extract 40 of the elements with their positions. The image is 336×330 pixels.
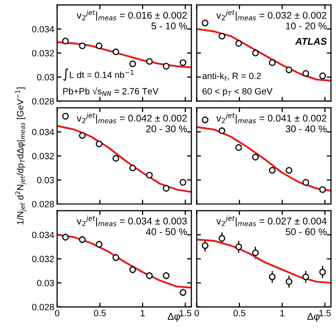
annotation: v$_{2}$$^{jet}$|$_{meas}$ = 0.016 ± 0.002 (76, 10, 187, 21)
y-tick-label: 0.028 (32, 200, 54, 208)
y-tick-label: 0.032 (32, 256, 54, 262)
annotation: ATLAS (295, 38, 327, 45)
y-tick-label: 0.034 (32, 26, 54, 32)
y-tick-label: 0.034 (32, 128, 54, 136)
x-tick-label: 1 (140, 310, 145, 316)
annotation: 40 - 50 % (146, 228, 187, 236)
x-axis-title: Δφ (307, 313, 320, 322)
y-tick-label: 0.034 (32, 232, 54, 238)
annotation: Pb+Pb √s$_{NN}$ = 2.76 TeV (63, 87, 158, 96)
annotation: 50 - 60 % (286, 228, 327, 236)
annotation: v$_{2}$$^{jet}$|$_{meas}$ = 0.027 ± 0.004 (216, 216, 327, 226)
text: 1/N$_{jet}$ d$^{2}$N$_{jet}$/dp$_{T}$dΔφ|$_{meas}$ [GeV$^{−1}$] (15, 88, 26, 224)
y-tick-label: 0.032 (32, 152, 54, 160)
x-tick-label: 1.5 (319, 310, 331, 316)
x-tick-label: 0.5 (234, 310, 246, 316)
y-tick-label: 0.028 (32, 304, 54, 310)
y-tick-label: 0.03 (37, 74, 54, 80)
x-tick-label: 0.5 (94, 310, 106, 316)
x-tick-label: 0 (194, 310, 199, 316)
y-tick-label: 0.032 (32, 50, 54, 56)
annotation: 20 - 30 % (146, 125, 187, 132)
x-axis-title: Δφ (168, 313, 180, 322)
annotation: 30 - 40 % (286, 125, 327, 132)
y-tick-label: 0.03 (37, 280, 54, 286)
x-tick-label: 1 (280, 310, 284, 316)
annotation: v$_{2}$$^{jet}$|$_{meas}$ = 0.034 ± 0.003 (76, 216, 187, 226)
annotation: anti-k$_{t}$, R = 0.2 (202, 72, 261, 80)
x-tick-label: 0 (54, 310, 60, 316)
annotation: 5 - 10 % (152, 22, 187, 30)
x-tick-label: 1.5 (180, 310, 192, 316)
y-tick-label: 0.03 (37, 176, 54, 184)
annotation: ∫L dt = 0.14 nb$^{−1}$ (63, 68, 134, 81)
y-tick-label: 0.028 (32, 98, 54, 104)
annotation: 10 - 20 % (286, 22, 327, 30)
annotation: v$_{2}$$^{jet}$|$_{meas}$ = 0.042 ± 0.002 (76, 112, 187, 124)
annotation: v$_{2}$$^{jet}$|$_{meas}$ = 0.041 ± 0.002 (216, 112, 326, 124)
annotation: v$_{2}$$^{jet}$|$_{meas}$ = 0.032 ± 0.002 (216, 10, 326, 21)
annotation: 60 < p$_{T}$ < 80 GeV (202, 88, 272, 96)
